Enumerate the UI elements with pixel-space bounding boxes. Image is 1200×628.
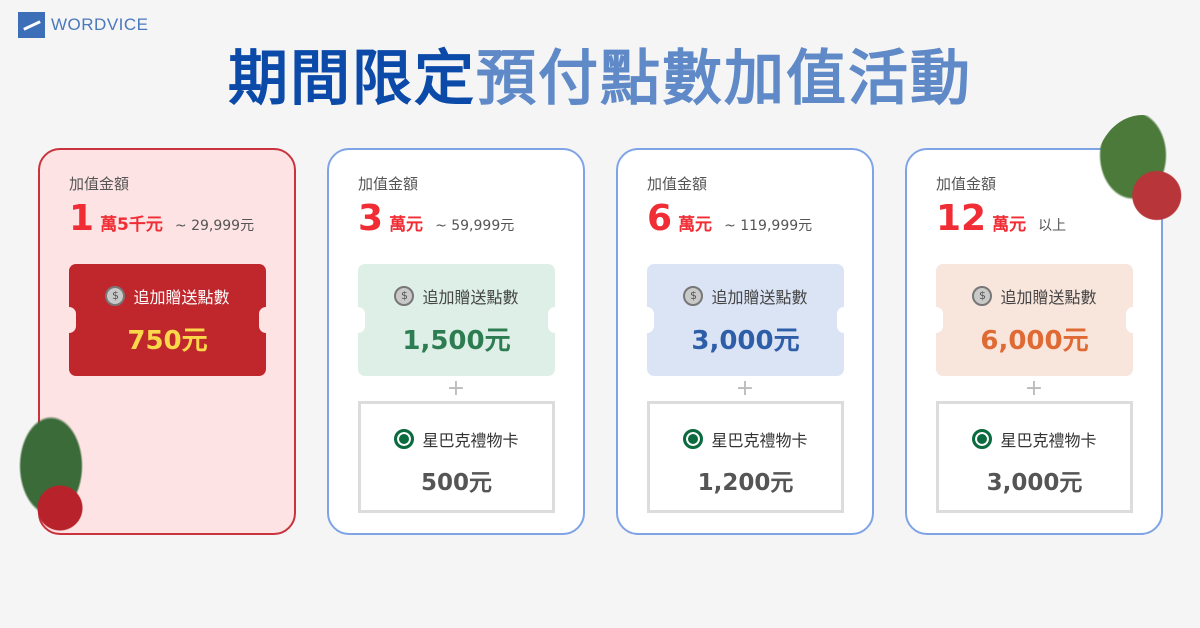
bonus-value: 3,000元 [691, 326, 800, 356]
plus-icon: + [446, 376, 466, 401]
gift-value: 1,200元 [697, 470, 794, 496]
coin-icon: $ [972, 286, 993, 306]
bonus-ticket: $ 追加贈送點數 750元 [62, 264, 273, 376]
poinsettia-decoration-icon [1095, 115, 1190, 230]
bonus-ticket: $ 追加贈送點數 3,000元 [640, 264, 851, 376]
amount-number: 3 [358, 198, 384, 239]
coin-icon: $ [394, 286, 415, 306]
bonus-value: 1,500元 [402, 326, 511, 356]
wordvice-logo: WORDVICE [18, 12, 149, 38]
amount-unit: 萬元 [389, 215, 424, 235]
page-title: 期間限定預付點數加值活動 [0, 30, 1200, 117]
tier-label: 加值金額 [69, 175, 130, 193]
amount-range: ~ 29,999元 [174, 218, 255, 234]
starbucks-logo-icon [972, 429, 993, 449]
amount-number: 1 [69, 198, 95, 239]
gift-label: 星巴克禮物卡 [422, 431, 519, 450]
starbucks-logo-icon [394, 429, 415, 449]
title-part1: 期間限定 [228, 44, 476, 114]
bonus-ticket: $ 追加贈送點數 1,500元 [351, 264, 562, 376]
amount-unit: 萬元 [678, 215, 713, 235]
bonus-value: 750元 [127, 326, 208, 356]
starbucks-gift-box: 星巴克禮物卡 1,200元 [647, 401, 844, 513]
bonus-label: 追加贈送點數 [133, 288, 230, 307]
tier-card: 加值金額 6 萬元 ~ 119,999元 $ 追加贈送點數 3,000元 + 星巴克禮… [616, 148, 874, 535]
amount-unit: 萬5千元 [100, 215, 163, 235]
tier-label: 加值金額 [647, 175, 708, 193]
gift-value: 500元 [420, 470, 492, 496]
bonus-value: 6,000元 [980, 326, 1089, 356]
plus-icon: + [1024, 376, 1044, 401]
tier-amount: 3 萬元 ~ 59,999元 [358, 198, 514, 239]
gift-label: 星巴克禮物卡 [1000, 431, 1097, 450]
gift-label: 星巴克禮物卡 [711, 431, 808, 450]
bonus-label: 追加贈送點數 [422, 288, 519, 307]
holly-decoration-icon [15, 410, 105, 550]
amount-number: 6 [647, 198, 673, 239]
bonus-ticket: $ 追加贈送點數 6,000元 [929, 264, 1140, 376]
amount-unit: 萬元 [992, 215, 1027, 235]
amount-range: 以上 [1038, 218, 1067, 234]
amount-range: ~ 119,999元 [724, 218, 813, 234]
starbucks-gift-box: 星巴克禮物卡 500元 [358, 401, 555, 513]
title-part2: 預付點數加值活動 [476, 44, 972, 114]
logo-mark-icon [18, 12, 45, 38]
tier-amount: 6 萬元 ~ 119,999元 [647, 198, 812, 239]
bonus-label: 追加贈送點數 [1000, 288, 1097, 307]
amount-number: 12 [936, 198, 987, 239]
plus-icon: + [735, 376, 755, 401]
logo-text: WORDVICE [51, 15, 149, 34]
coin-icon: $ [105, 286, 126, 306]
coin-icon: $ [683, 286, 704, 306]
tier-label: 加值金額 [936, 175, 997, 193]
starbucks-logo-icon [683, 429, 704, 449]
starbucks-gift-box: 星巴克禮物卡 3,000元 [936, 401, 1133, 513]
gift-value: 3,000元 [986, 470, 1083, 496]
tier-amount: 1 萬5千元 ~ 29,999元 [69, 198, 254, 239]
tier-card: 加值金額 3 萬元 ~ 59,999元 $ 追加贈送點數 1,500元 + 星巴克禮物… [327, 148, 585, 535]
tier-label: 加值金額 [358, 175, 419, 193]
bonus-label: 追加贈送點數 [711, 288, 808, 307]
amount-range: ~ 59,999元 [435, 218, 515, 234]
tier-amount: 12 萬元 以上 [936, 198, 1066, 239]
